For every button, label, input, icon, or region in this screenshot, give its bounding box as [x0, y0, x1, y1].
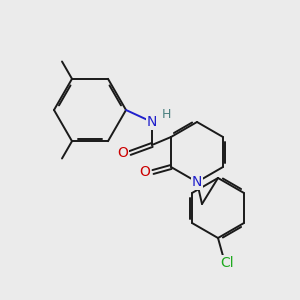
Text: O: O [118, 146, 128, 160]
Text: O: O [140, 165, 151, 179]
Text: Cl: Cl [220, 256, 234, 270]
Text: N: N [147, 115, 157, 129]
Text: H: H [161, 107, 171, 121]
Text: N: N [192, 175, 202, 189]
